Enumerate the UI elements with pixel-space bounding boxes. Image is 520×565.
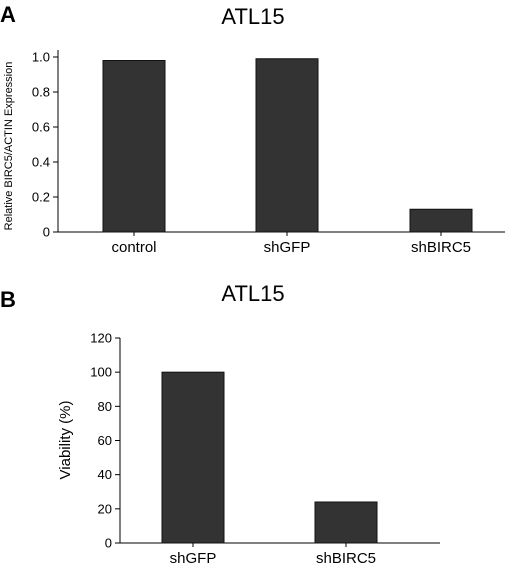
chart-b-ytick-label: 120 xyxy=(90,331,112,346)
chart-a-category-label: shBIRC5 xyxy=(411,239,471,256)
chart-b-ytick-label: 40 xyxy=(98,467,112,482)
chart-a-ytick-label: 1.0 xyxy=(32,50,50,65)
chart-a-bar-shgfp xyxy=(255,58,319,233)
chart-b-category-label: shBIRC5 xyxy=(316,550,376,565)
chart-a-ytick-label: 0.8 xyxy=(32,85,50,100)
panel-letter-b: B xyxy=(0,287,16,312)
chart-b-ytick-label: 80 xyxy=(98,399,112,414)
chart-b-category-label: shGFP xyxy=(170,550,217,565)
chart-a-category-label: control xyxy=(111,239,156,256)
chart-a-ytick-label: 0 xyxy=(43,225,50,240)
chart-b-title: ATL15 xyxy=(221,281,284,306)
chart-b-bar-shbirc5 xyxy=(314,501,378,544)
chart-a-ytick-label: 0.2 xyxy=(32,190,50,205)
chart-a-category-label: shGFP xyxy=(264,239,311,256)
chart-b-ytick-label: 100 xyxy=(90,365,112,380)
panel-b: B ATL15 Viability (%) 0 20 40 60 80 100 120 sh… xyxy=(0,281,440,565)
chart-a-bar-shbirc5 xyxy=(409,208,473,233)
chart-b-ylabel: Viability (%) xyxy=(57,401,74,480)
panel-a: A ATL15 Relative BIRC5/ACTIN Expression … xyxy=(0,2,505,256)
chart-a-ytick-label: 0.4 xyxy=(32,155,50,170)
chart-a-ylabel: Relative BIRC5/ACTIN Expression xyxy=(3,62,15,231)
chart-a-ytick-label: 0.6 xyxy=(32,120,50,135)
chart-b-bar-shgfp xyxy=(161,371,225,544)
panel-letter-a: A xyxy=(0,2,16,27)
chart-a-title: ATL15 xyxy=(221,4,284,29)
chart-a-bar-control xyxy=(102,60,166,233)
chart-b-ytick-label: 20 xyxy=(98,501,112,516)
chart-b-ytick-label: 60 xyxy=(98,433,112,448)
chart-b-ytick-label: 0 xyxy=(105,536,112,551)
